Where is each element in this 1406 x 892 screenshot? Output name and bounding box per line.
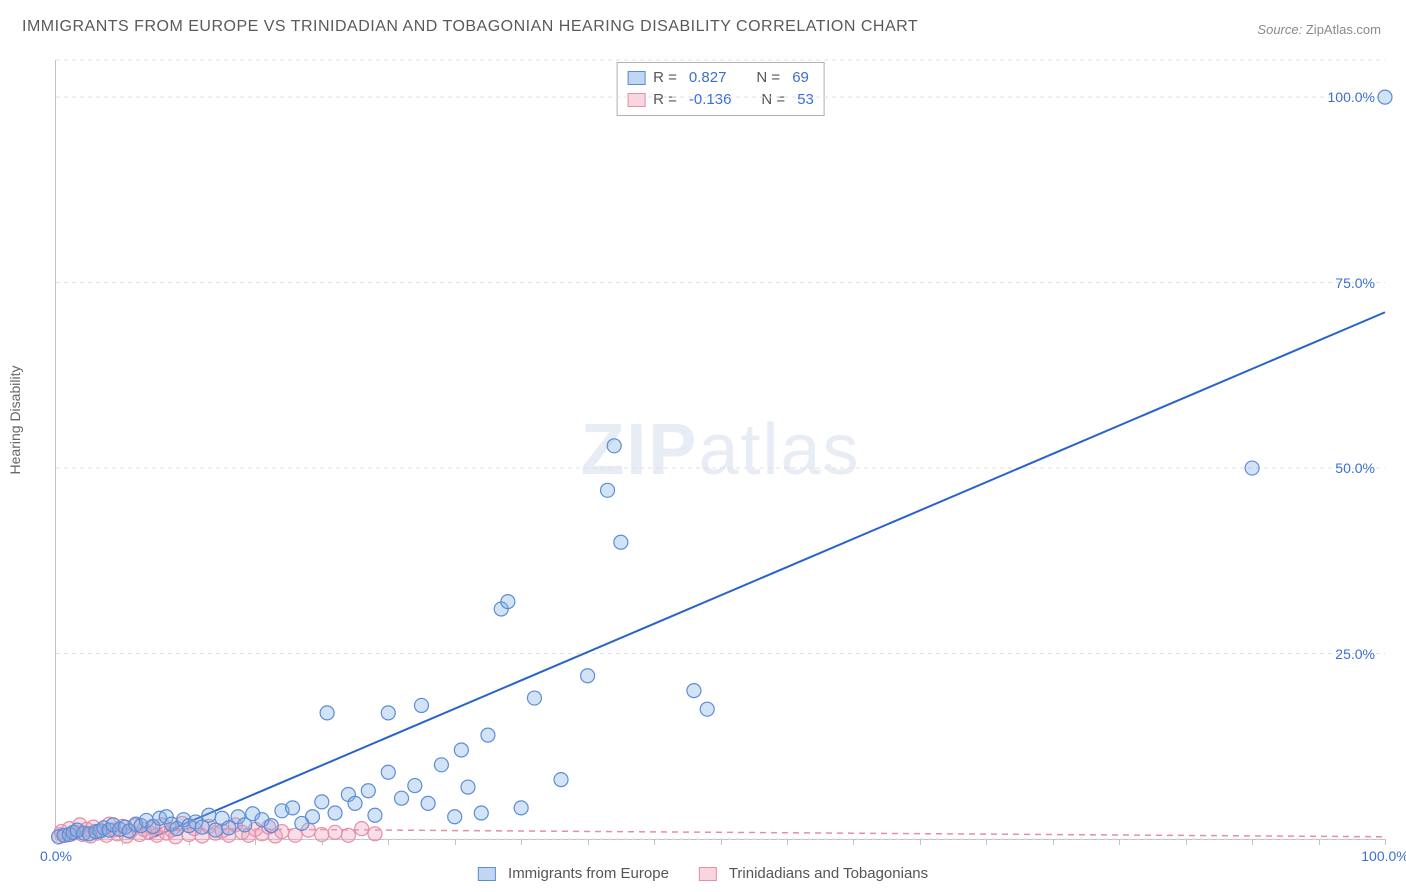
bottom-legend: Immigrants from Europe Trinidadians and … bbox=[478, 865, 928, 882]
bottom-label-blue: Immigrants from Europe bbox=[508, 865, 669, 882]
chart-container: IMMIGRANTS FROM EUROPE VS TRINIDADIAN AN… bbox=[0, 0, 1406, 892]
plot-area: ZIPatlas R = 0.827 N = 69 R = -0.136 N =… bbox=[55, 60, 1385, 840]
x-tick-mark bbox=[255, 839, 256, 845]
x-tick-mark bbox=[388, 839, 389, 845]
x-tick-mark bbox=[322, 839, 323, 845]
y-tick-label: 100.0% bbox=[1328, 89, 1375, 105]
x-tick-mark bbox=[1119, 839, 1120, 845]
x-tick-label: 0.0% bbox=[40, 848, 72, 864]
x-tick-mark bbox=[56, 839, 57, 845]
x-tick-mark bbox=[721, 839, 722, 845]
bottom-legend-item-pink: Trinidadians and Tobagonians bbox=[699, 865, 928, 882]
source-label: Source: bbox=[1257, 22, 1302, 37]
chart-title: IMMIGRANTS FROM EUROPE VS TRINIDADIAN AN… bbox=[22, 18, 918, 36]
x-tick-mark bbox=[1319, 839, 1320, 845]
y-tick-label: 75.0% bbox=[1335, 275, 1375, 291]
x-tick-mark bbox=[189, 839, 190, 845]
plot-svg bbox=[56, 60, 1385, 839]
x-tick-mark bbox=[1053, 839, 1054, 845]
source-attribution: Source: ZipAtlas.com bbox=[1257, 22, 1381, 37]
x-tick-label: 100.0% bbox=[1361, 848, 1406, 864]
x-tick-mark bbox=[787, 839, 788, 845]
source-value: ZipAtlas.com bbox=[1306, 22, 1381, 37]
bottom-legend-item-blue: Immigrants from Europe bbox=[478, 865, 669, 882]
y-tick-label: 25.0% bbox=[1335, 646, 1375, 662]
x-tick-mark bbox=[920, 839, 921, 845]
x-tick-mark bbox=[122, 839, 123, 845]
x-tick-mark bbox=[986, 839, 987, 845]
x-tick-mark bbox=[521, 839, 522, 845]
bottom-swatch-blue bbox=[478, 867, 496, 881]
x-tick-mark bbox=[455, 839, 456, 845]
x-tick-mark bbox=[853, 839, 854, 845]
x-tick-mark bbox=[654, 839, 655, 845]
y-axis-label: Hearing Disability bbox=[7, 366, 23, 475]
y-tick-label: 50.0% bbox=[1335, 460, 1375, 476]
x-tick-mark bbox=[1186, 839, 1187, 845]
x-tick-mark bbox=[588, 839, 589, 845]
x-tick-mark bbox=[1252, 839, 1253, 845]
x-tick-mark bbox=[1385, 839, 1386, 845]
bottom-swatch-pink bbox=[699, 867, 717, 881]
bottom-label-pink: Trinidadians and Tobagonians bbox=[729, 865, 928, 882]
